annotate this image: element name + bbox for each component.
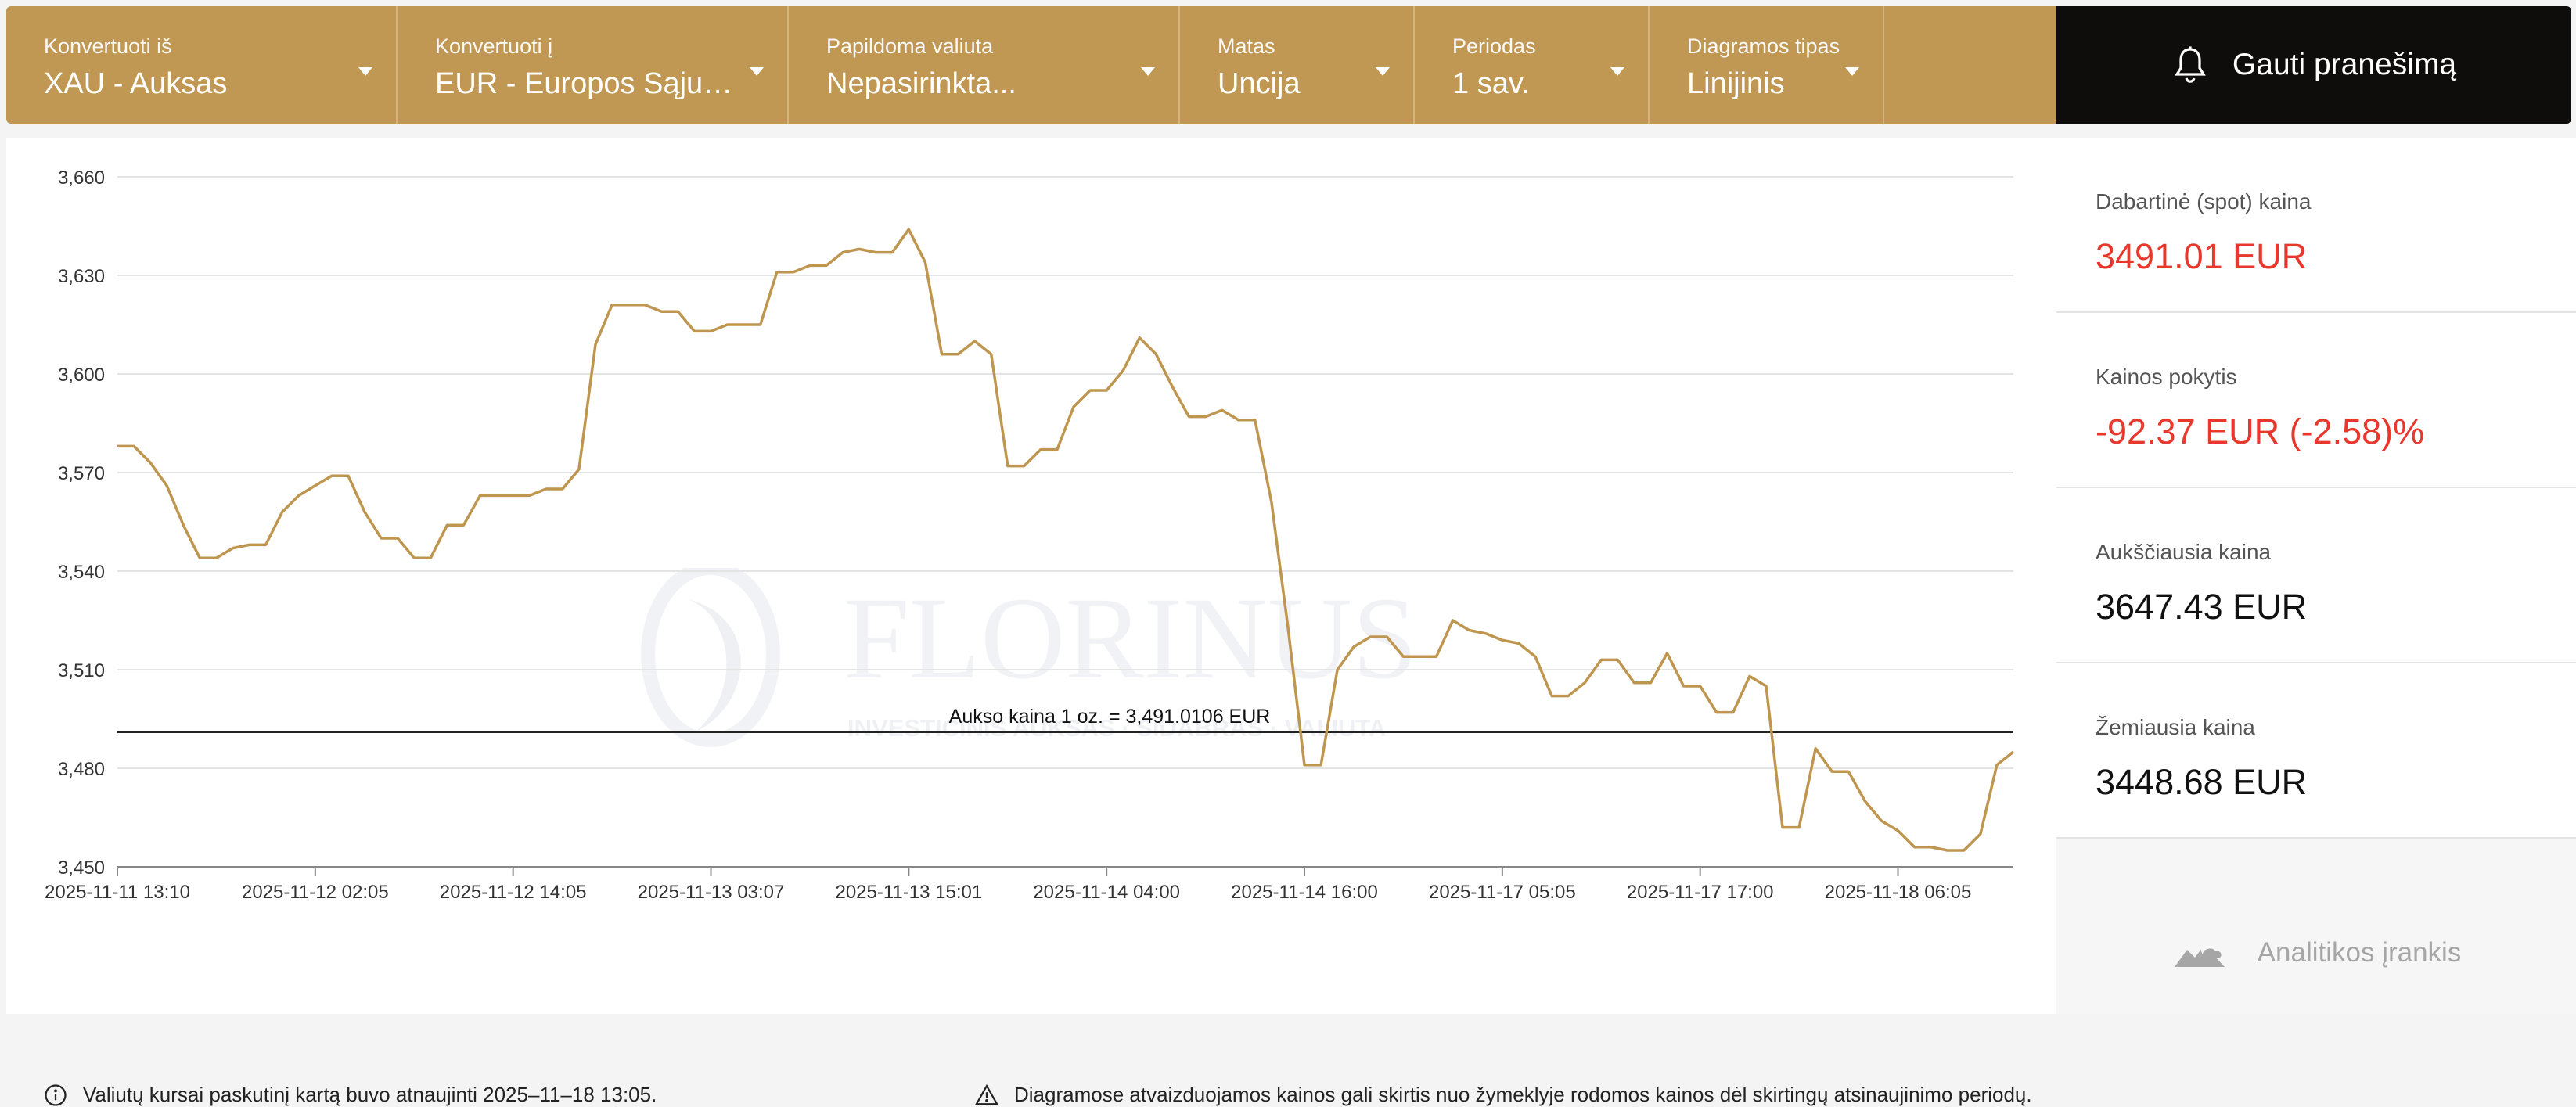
chart-type-dropdown[interactable]: Diagramos tipas Linijinis bbox=[1650, 6, 1884, 124]
gold-price-line bbox=[117, 228, 2015, 852]
disclaimer-text: Diagramose atvaizduojamos kainos gali sk… bbox=[1014, 1083, 2032, 1106]
price-change-card: Kainos pokytis -92.37 EUR (-2.58)% bbox=[2056, 313, 2576, 488]
to-currency-label: Konvertuoti į bbox=[435, 34, 553, 58]
chevron-down-icon bbox=[358, 67, 372, 76]
spot-price-card: Dabartinė (spot) kaina 3491.01 EUR bbox=[2056, 138, 2576, 313]
chart-panel: FLORINUS INVESTICINIS AUKSAS · SIDABRAS … bbox=[6, 138, 2056, 1106]
watermark-tagline: INVESTICINIS AUKSAS · SIDABRAS · VALIUTA bbox=[847, 714, 1386, 742]
y-tick-label: 3,480 bbox=[58, 759, 105, 780]
y-tick-label: 3,600 bbox=[58, 365, 105, 386]
high-price-card: Aukščiausia kaina 3647.43 EUR bbox=[2056, 488, 2576, 663]
from-currency-value: XAU - Auksas bbox=[44, 67, 228, 100]
chart-type-label: Diagramos tipas bbox=[1687, 34, 1840, 58]
warning-icon bbox=[975, 1084, 998, 1105]
y-tick-label: 3,510 bbox=[58, 660, 105, 681]
extra-currency-dropdown[interactable]: Papildoma valiuta Nepasirinkta... bbox=[789, 6, 1180, 124]
unit-dropdown[interactable]: Matas Uncija bbox=[1180, 6, 1415, 124]
chevron-down-icon bbox=[1141, 67, 1155, 76]
x-tick-label: 2025-11-13 15:01 bbox=[835, 882, 982, 903]
to-currency-dropdown[interactable]: Konvertuoti į EUR - Europos Sąjungo... bbox=[398, 6, 789, 124]
price-change-value: -92.37 EUR (-2.58)% bbox=[2096, 412, 2425, 451]
x-tick-label: 2025-11-17 17:00 bbox=[1627, 882, 1774, 903]
from-currency-label: Konvertuoti iš bbox=[44, 34, 172, 58]
spot-price-value: 3491.01 EUR bbox=[2096, 236, 2308, 276]
y-tick-label: 3,570 bbox=[58, 463, 105, 484]
period-dropdown[interactable]: Periodas 1 sav. bbox=[1415, 6, 1650, 124]
extra-currency-value: Nepasirinkta... bbox=[826, 67, 1016, 100]
low-price-label: Žemiausia kaina bbox=[2096, 715, 2255, 739]
low-price-card: Žemiausia kaina 3448.68 EUR bbox=[2056, 663, 2576, 839]
chevron-down-icon bbox=[750, 67, 764, 76]
disclaimer-note: Diagramose atvaizduojamos kainos gali sk… bbox=[975, 1083, 2032, 1107]
chevron-down-icon bbox=[1845, 67, 1859, 76]
analytics-label: Analitikos įrankis bbox=[2257, 937, 2462, 968]
x-tick-label: 2025-11-12 14:05 bbox=[440, 882, 587, 903]
analytics-tool-button[interactable]: Analitikos įrankis bbox=[2056, 892, 2576, 1014]
from-currency-dropdown[interactable]: Konvertuoti iš XAU - Auksas bbox=[6, 6, 398, 124]
x-tick-label: 2025-11-11 13:10 bbox=[45, 882, 190, 903]
x-tick-label: 2025-11-18 06:05 bbox=[1825, 882, 1972, 903]
extra-currency-label: Papildoma valiuta bbox=[826, 34, 994, 58]
spot-price-label: Dabartinė (spot) kaina bbox=[2096, 189, 2312, 214]
watermark-brand: FLORINUS bbox=[844, 573, 1417, 703]
y-tick-label: 3,450 bbox=[58, 857, 105, 879]
y-tick-label: 3,540 bbox=[58, 562, 105, 583]
y-tick-label: 3,660 bbox=[58, 167, 105, 189]
x-tick-label: 2025-11-14 16:00 bbox=[1231, 882, 1378, 903]
high-price-value: 3647.43 EUR bbox=[2096, 587, 2308, 627]
x-tick-label: 2025-11-12 02:05 bbox=[242, 882, 389, 903]
florinus-watermark: FLORINUS INVESTICINIS AUKSAS · SIDABRAS … bbox=[641, 568, 1417, 747]
get-alert-button[interactable]: Gauti pranešimą bbox=[2056, 6, 2571, 124]
chevron-down-icon bbox=[1610, 67, 1624, 76]
high-price-label: Aukščiausia kaina bbox=[2096, 540, 2272, 564]
x-tick-label: 2025-11-17 05:05 bbox=[1429, 882, 1576, 903]
info-icon bbox=[45, 1084, 67, 1106]
price-change-label: Kainos pokytis bbox=[2096, 365, 2237, 389]
x-tick-label: 2025-11-14 04:00 bbox=[1033, 882, 1180, 903]
to-currency-value: EUR - Europos Sąjungo... bbox=[435, 67, 778, 100]
low-price-value: 3448.68 EUR bbox=[2096, 762, 2308, 802]
unit-label: Matas bbox=[1218, 34, 1275, 58]
mountain-cloud-icon bbox=[2174, 942, 2225, 967]
reference-line-label: Aukso kaina 1 oz. = 3,491.0106 EUR bbox=[949, 706, 1271, 728]
converter-toolbar: Konvertuoti iš XAU - Auksas Konvertuoti … bbox=[6, 6, 2056, 124]
bell-icon bbox=[2175, 46, 2206, 83]
y-tick-label: 3,630 bbox=[58, 266, 105, 287]
get-alert-label: Gauti pranešimą bbox=[2232, 48, 2457, 81]
chevron-down-icon bbox=[1376, 67, 1390, 76]
update-note: Valiutų kursai paskutinį kartą buvo atna… bbox=[44, 1083, 657, 1107]
update-text: Valiutų kursai paskutinį kartą buvo atna… bbox=[83, 1083, 657, 1106]
stats-sidebar: Dabartinė (spot) kaina 3491.01 EUR Kaino… bbox=[2056, 138, 2576, 1014]
x-tick-label: 2025-11-13 03:07 bbox=[638, 882, 785, 903]
period-label: Periodas bbox=[1452, 34, 1536, 58]
price-line-chart: 3,450 3,480 3,510 3,540 3,570 3,600 3,630 3,660… bbox=[45, 167, 2015, 903]
